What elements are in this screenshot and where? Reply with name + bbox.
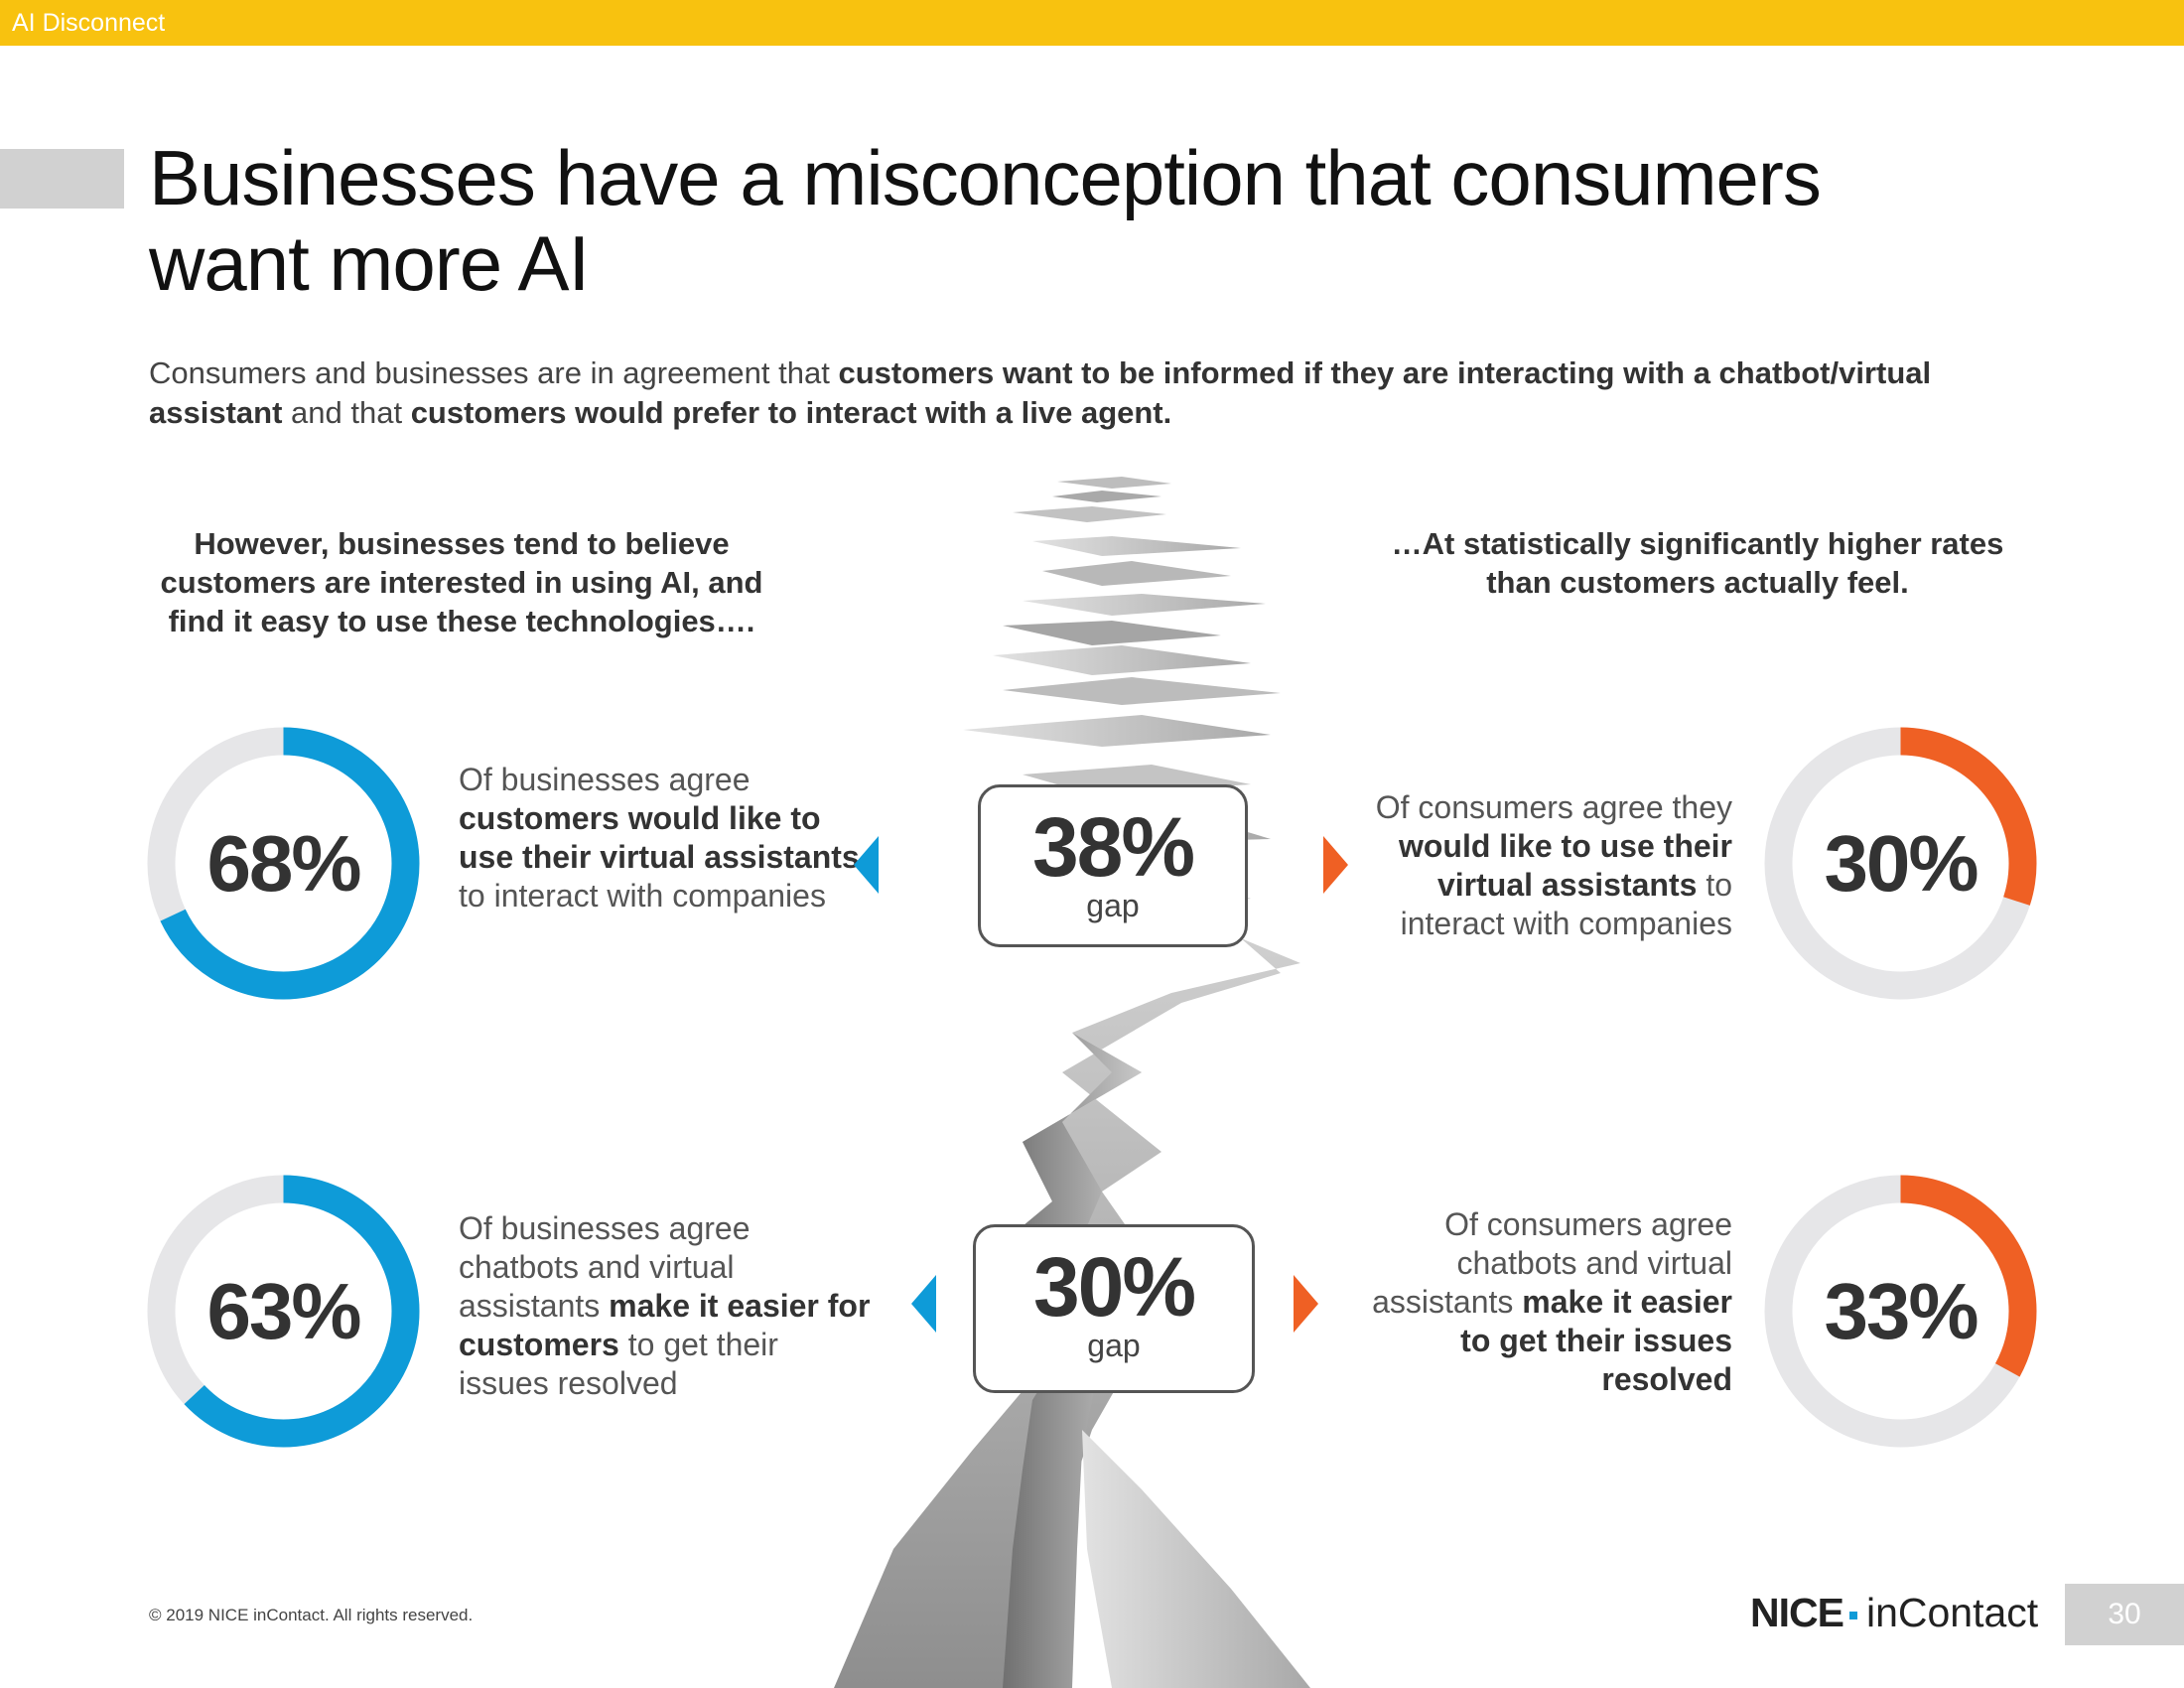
business-percent: 68% [206,819,361,908]
donut-value-arc [1764,1175,2037,1448]
consumer-stat-description: Of consumers agree chatbots and virtual … [1340,1205,1732,1399]
page-number: 30 [2065,1584,2184,1645]
logo-incontact: inContact [1865,1590,2039,1635]
left-arrow-icon [854,836,879,894]
stat-text: Of consumers agree they [1375,789,1732,825]
consumer-side-heading: …At statistically significantly higher r… [1391,526,2004,600]
business-stat-description: Of businesses agree customers would like… [459,761,876,915]
left-arrow-icon [911,1275,936,1333]
intro-text-2: and that [282,395,411,430]
stat-bold-text: make it easier for customers [459,1288,871,1362]
right-arrow-icon [1323,836,1348,894]
donut-value-arc [1764,727,2037,1000]
consumer-donut-chart: 33% [1764,1175,2037,1448]
stat-bold-text: would like to use their virtual assistan… [1398,828,1732,903]
consumer-percent: 33% [1824,1267,1979,1355]
gap-value: 38% [1031,800,1195,894]
intro-bold-1: customers want to be informed if they ar… [149,355,1932,430]
intro-text-1: Consumers and businesses are in agreemen… [149,355,839,390]
consumer-stat-description: Of consumers agree they would like to us… [1340,788,1732,943]
title-accent-block [0,149,124,209]
donut-value-arc [147,1175,420,1448]
stat-text: to interact with companies [1400,867,1732,941]
logo-dot-icon [1848,1612,1857,1620]
section-label: AI Disconnect [12,9,166,37]
gap-label: gap [1086,888,1140,923]
business-side-heading: However, businesses tend to believe cust… [160,526,763,638]
stat-text: Of businesses agree chatbots and virtual… [459,1210,751,1324]
consumer-percent: 30% [1824,819,1979,908]
nice-incontact-logo: NICE inContact [1750,1590,2038,1636]
intro-paragraph: Consumers and businesses are in agreemen… [149,353,2035,433]
gap-callout: 30% gap [973,1224,1255,1393]
business-donut-chart: 68% [147,727,420,1000]
gap-callout: 38% gap [978,784,1248,947]
right-arrow-icon [1294,1275,1318,1333]
page-title: Businesses have a misconception that con… [149,134,1822,307]
stat-text: to interact with companies [459,878,826,914]
section-header-bar: AI Disconnect [0,0,2184,46]
consumer-donut-chart: 30% [1764,727,2037,1000]
logo-nice: NICE [1750,1590,1844,1635]
gap-value: 30% [1032,1240,1196,1334]
gap-label: gap [1087,1328,1141,1363]
business-donut-chart: 63% [147,1175,420,1448]
page-title-line-1: Businesses have a misconception that con… [149,134,1822,221]
page-title-line-2: want more AI [149,219,590,307]
copyright-notice: © 2019 NICE inContact. All rights reserv… [149,1606,474,1624]
stat-text: Of businesses agree [459,762,751,797]
stat-bold-text: customers would like to use their virtua… [459,800,860,875]
business-percent: 63% [206,1267,361,1355]
stat-text: Of consumers agree chatbots and virtual … [1372,1206,1732,1320]
stat-bold-text: make it easier to get their issues resol… [1460,1284,1732,1397]
donut-value-arc [147,727,420,1000]
stat-text: to get their issues resolved [459,1327,778,1401]
business-stat-description: Of businesses agree chatbots and virtual… [459,1209,876,1403]
intro-bold-2: customers would prefer to interact with … [410,395,1172,430]
